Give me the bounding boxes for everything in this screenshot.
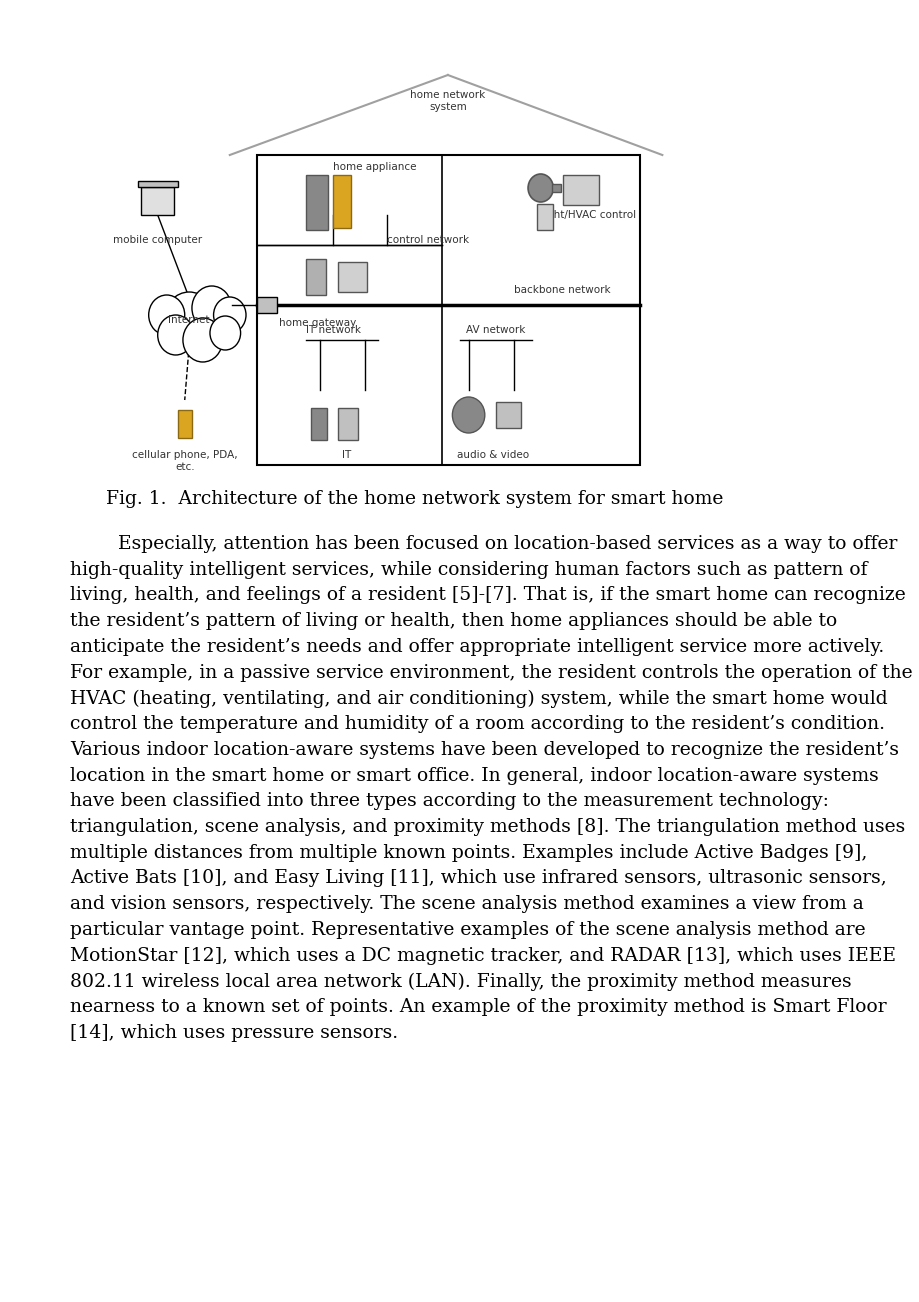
Bar xyxy=(142,187,174,215)
Circle shape xyxy=(452,397,484,434)
Bar xyxy=(551,184,561,191)
Text: audio & video: audio & video xyxy=(457,450,528,460)
Bar xyxy=(495,402,520,428)
Bar xyxy=(256,155,639,465)
Text: mobile computer: mobile computer xyxy=(113,234,202,245)
Bar xyxy=(337,408,357,440)
Bar xyxy=(138,181,177,187)
Circle shape xyxy=(183,318,222,362)
Bar xyxy=(177,410,192,437)
Circle shape xyxy=(157,315,194,355)
Bar xyxy=(333,174,351,228)
Circle shape xyxy=(192,286,232,329)
Text: light/HVAC control: light/HVAC control xyxy=(540,210,635,220)
Circle shape xyxy=(213,297,245,333)
Bar xyxy=(537,204,552,230)
Bar xyxy=(256,297,277,312)
Text: Especially, attention has been focused on location-based services as a way to of: Especially, attention has been focused o… xyxy=(70,535,912,1042)
Text: IT network: IT network xyxy=(306,326,360,335)
Text: AV network: AV network xyxy=(465,326,525,335)
Bar xyxy=(562,174,598,204)
Circle shape xyxy=(210,316,241,350)
Circle shape xyxy=(528,174,552,202)
Text: control network: control network xyxy=(387,234,469,245)
Text: Fig. 1.  Architecture of the home network system for smart home: Fig. 1. Architecture of the home network… xyxy=(106,490,722,508)
Text: backbone network: backbone network xyxy=(513,285,609,296)
Bar xyxy=(306,174,328,230)
Text: IT: IT xyxy=(342,450,351,460)
Text: Internet: Internet xyxy=(168,315,210,326)
Bar xyxy=(311,408,327,440)
Text: home appliance: home appliance xyxy=(333,161,416,172)
Text: cellular phone, PDA,
etc.: cellular phone, PDA, etc. xyxy=(131,450,237,471)
Text: home network
system: home network system xyxy=(410,90,485,112)
Bar xyxy=(337,262,367,292)
Text: home gateway: home gateway xyxy=(279,318,357,328)
Circle shape xyxy=(149,296,185,335)
Circle shape xyxy=(164,292,214,348)
Bar xyxy=(306,259,326,296)
